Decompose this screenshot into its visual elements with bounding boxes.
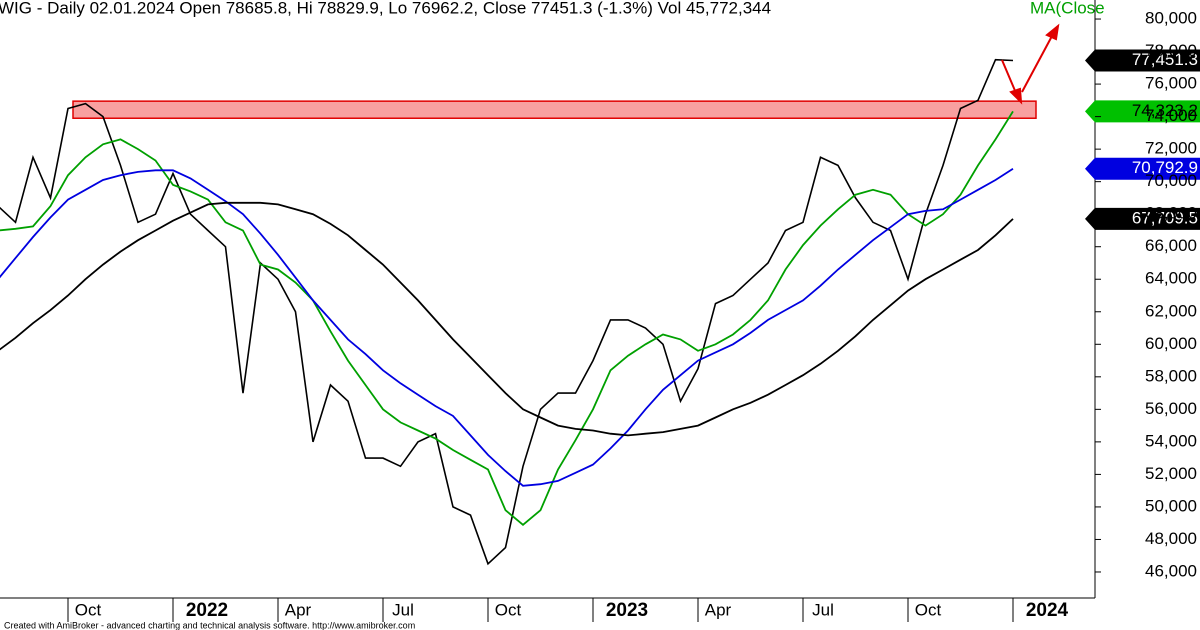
arrow-head xyxy=(1045,23,1060,41)
y-tick-label: 46,000 xyxy=(1145,561,1197,580)
x-tick-label: Jul xyxy=(812,600,834,619)
arrow-head xyxy=(1009,87,1023,105)
y-tick-label: 64,000 xyxy=(1145,269,1197,288)
series-line xyxy=(0,201,1014,437)
value-label: 74,323.2 xyxy=(1132,101,1198,120)
x-tick-label: Oct xyxy=(75,600,102,619)
arrow-up xyxy=(1021,35,1053,93)
x-tick-label: 2022 xyxy=(186,600,228,621)
x-tick-label: Apr xyxy=(285,600,312,619)
value-label-box xyxy=(1085,49,1200,72)
y-tick-label: 78,000 xyxy=(1145,41,1197,60)
y-tick-label: 70,000 xyxy=(1145,171,1197,190)
resistance-zone xyxy=(72,100,1037,119)
value-label-box xyxy=(1085,157,1200,180)
x-tick-label: 2024 xyxy=(1026,600,1069,621)
y-tick-label: 58,000 xyxy=(1145,366,1197,385)
y-tick-label: 80,000 xyxy=(1145,9,1197,28)
y-tick-label: 74,000 xyxy=(1145,106,1197,125)
y-tick-label: 48,000 xyxy=(1145,529,1197,548)
y-tick-label: 68,000 xyxy=(1145,204,1197,223)
y-tick-label: 56,000 xyxy=(1145,399,1197,418)
x-tick-label: 2023 xyxy=(606,600,648,621)
value-label: 67,709.5 xyxy=(1132,208,1198,227)
x-tick-label: Apr xyxy=(705,600,732,619)
value-label: 77,451.3 xyxy=(1132,50,1198,69)
value-label-box xyxy=(1085,207,1200,230)
chart-title: WIG - Daily 02.01.2024 Open 78685.8, Hi … xyxy=(0,0,771,17)
y-tick-label: 72,000 xyxy=(1145,139,1197,158)
value-labels: 77,451.3 74,323.2 70,792.9 67,709.5 xyxy=(1085,49,1200,230)
y-tick-label: 50,000 xyxy=(1145,496,1197,515)
y-tick-label: 76,000 xyxy=(1145,74,1197,93)
arrow-down xyxy=(1001,59,1017,94)
y-tick-label: 60,000 xyxy=(1145,334,1197,353)
series-line xyxy=(0,58,1014,566)
legend-text: MA(Close xyxy=(1030,0,1105,17)
y-tick-label: 62,000 xyxy=(1145,301,1197,320)
series-line xyxy=(0,168,1014,487)
plot-area xyxy=(0,58,1037,566)
x-tick-label: Jul xyxy=(392,600,414,619)
series-line xyxy=(0,110,1014,526)
y-tick-label: 52,000 xyxy=(1145,464,1197,483)
value-label-box xyxy=(1085,100,1200,123)
y-tick-label: 54,000 xyxy=(1145,431,1197,450)
footer: Created with AmiBroker - advanced charti… xyxy=(4,620,415,630)
y-tick-label: 66,000 xyxy=(1145,236,1197,255)
arrows xyxy=(1001,23,1060,105)
x-tick-label: Oct xyxy=(495,600,522,619)
value-label: 70,792.9 xyxy=(1132,158,1198,177)
x-tick-label: Oct xyxy=(915,600,942,619)
